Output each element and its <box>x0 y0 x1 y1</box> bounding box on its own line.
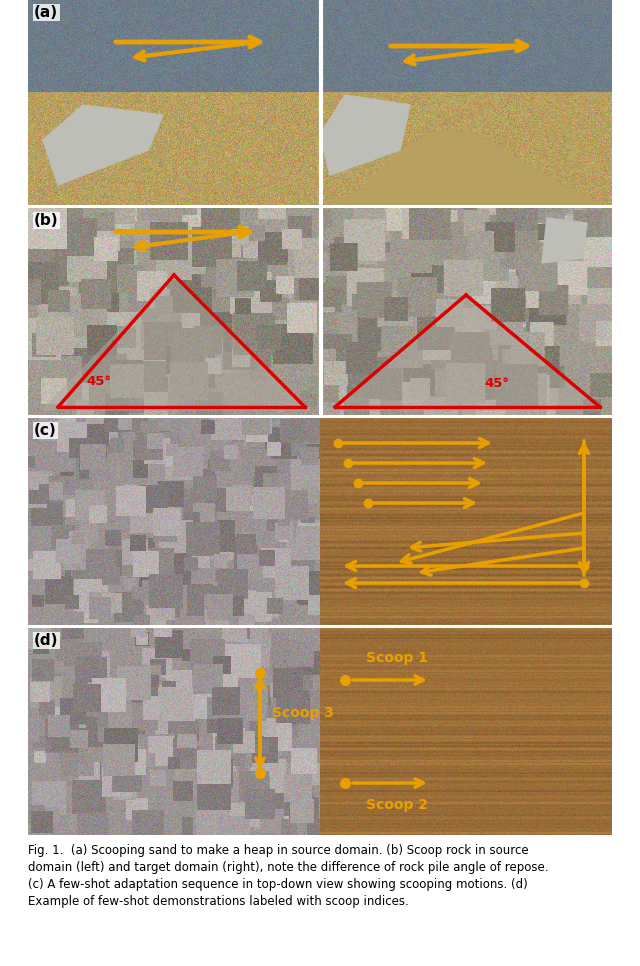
Text: (a): (a) <box>34 5 58 20</box>
Polygon shape <box>542 218 587 263</box>
Polygon shape <box>330 295 604 410</box>
Text: (b): (b) <box>34 213 59 228</box>
Text: Fig. 1.  (a) Scooping sand to make a heap in source domain. (b) Scoop rock in so: Fig. 1. (a) Scooping sand to make a heap… <box>28 844 548 908</box>
Polygon shape <box>43 274 310 410</box>
Text: 45°: 45° <box>484 377 509 390</box>
Polygon shape <box>320 95 410 175</box>
Text: Scoop 1: Scoop 1 <box>366 651 428 665</box>
Text: Scoop 3: Scoop 3 <box>272 706 334 720</box>
Polygon shape <box>325 130 602 205</box>
Text: (c): (c) <box>34 423 57 438</box>
Text: Scoop 2: Scoop 2 <box>366 798 428 812</box>
Text: (d): (d) <box>34 633 58 648</box>
Text: 45°: 45° <box>86 375 111 388</box>
Polygon shape <box>43 105 163 185</box>
